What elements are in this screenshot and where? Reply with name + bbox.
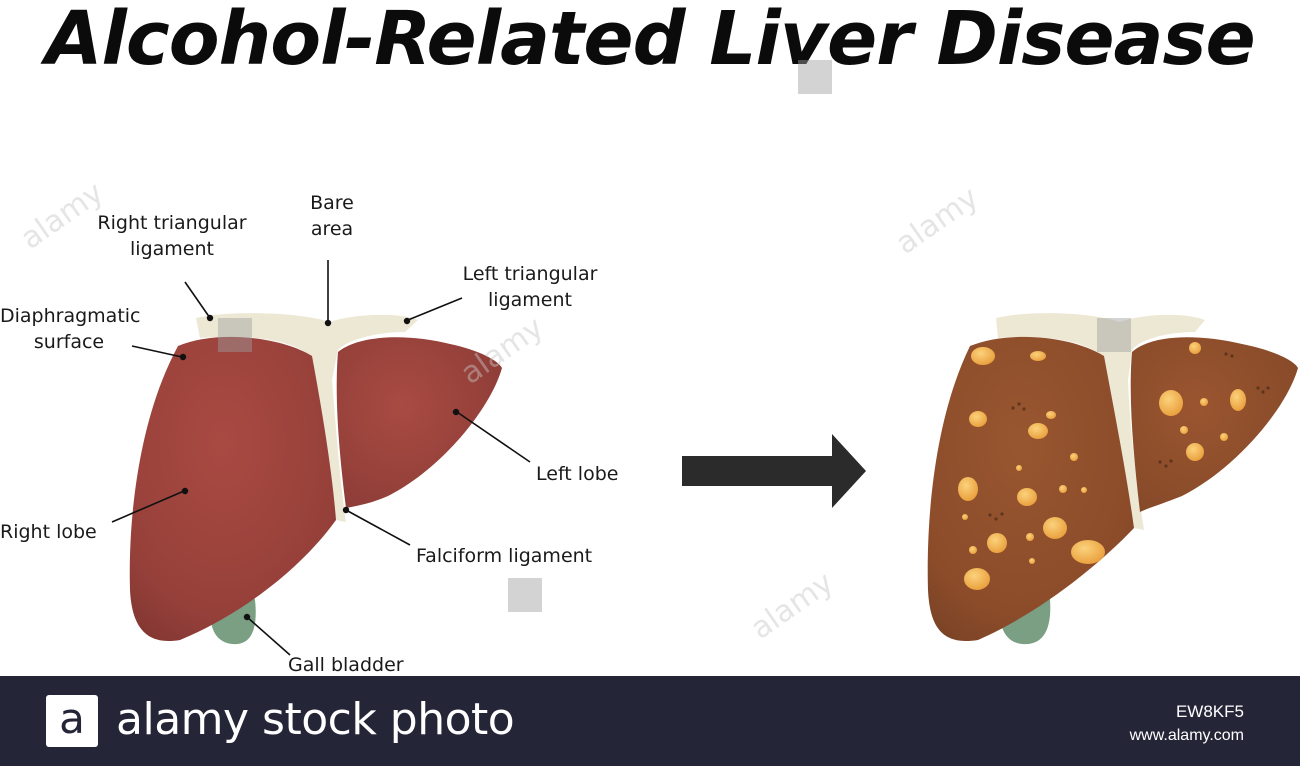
dot-right-lobe (181, 487, 189, 495)
fat-deposit (1200, 398, 1208, 406)
fat-deposit (958, 477, 978, 501)
image-code: EW8KF5 (1175, 702, 1244, 721)
alamy-logo-icon (46, 695, 98, 747)
speckle (1169, 459, 1173, 463)
speckle (988, 513, 992, 517)
leader-right-lobe (111, 490, 185, 523)
healthy-ligament (196, 313, 418, 522)
watermark-badge (798, 60, 832, 94)
dot-bare-area (324, 319, 332, 327)
speckle (1000, 512, 1004, 516)
leader-dots (179, 314, 460, 621)
fat-deposit (964, 568, 990, 590)
arrow-icon (682, 434, 866, 508)
fat-deposit (971, 347, 995, 365)
dot-falciform (342, 506, 350, 514)
fat-deposit (1059, 485, 1067, 493)
fat-deposit (1030, 351, 1046, 361)
label-right-triangular-ligament: Right triangular ligament (97, 212, 247, 260)
fat-deposit (1016, 465, 1022, 471)
fat-deposits (958, 342, 1246, 590)
fat-deposit (1070, 453, 1078, 461)
fat-deposit (1081, 487, 1087, 493)
speckle (1164, 464, 1168, 468)
label-diaphragmatic-surface: Diaphragmatic surface (0, 305, 141, 353)
fat-deposit (1230, 389, 1246, 411)
label-left-lobe: Left lobe (536, 463, 619, 485)
fat-deposit (1159, 390, 1183, 416)
speckle (1261, 390, 1265, 394)
fat-deposit (1186, 443, 1204, 461)
speckle (1256, 386, 1260, 390)
alamy-logo-letter: a (59, 694, 85, 743)
fatty-left-lobe (1130, 337, 1298, 512)
label-right-lobe: Right lobe (0, 521, 97, 543)
fat-deposit (987, 533, 1007, 553)
fat-deposit (1026, 533, 1034, 541)
label-falciform-ligament: Falciform ligament (416, 545, 593, 567)
liver-speckles (988, 352, 1270, 521)
fat-deposit (962, 514, 968, 520)
fat-deposit (1017, 488, 1037, 506)
fat-deposit (969, 546, 977, 554)
brand-text: alamy stock photo (116, 694, 515, 745)
fat-deposit (1029, 558, 1035, 564)
label-left-triangular-ligament: Left triangular ligament (462, 263, 598, 311)
dot-right-triangular (206, 314, 214, 322)
fatty-liver (927, 313, 1298, 645)
speckle (1266, 386, 1270, 390)
label-gall-bladder: Gall bladder (288, 654, 404, 676)
leader-diaphragmatic (131, 345, 183, 358)
leader-right-triangular (184, 281, 211, 319)
fat-deposit (1046, 411, 1056, 419)
fat-deposit (1028, 423, 1048, 439)
speckle (994, 517, 998, 521)
leader-left-triangular (407, 297, 463, 321)
fat-deposit (1220, 433, 1228, 441)
watermark-badge (508, 578, 542, 612)
dot-gall-bladder (243, 613, 251, 621)
watermark-badge (1097, 318, 1131, 352)
speckle (1022, 407, 1026, 411)
fat-deposit (1180, 426, 1188, 434)
speckle (1224, 352, 1228, 356)
label-bare-area: Bare area (310, 192, 354, 240)
leader-gall-bladder (246, 616, 291, 656)
watermark-text: alamy (745, 565, 841, 646)
fat-deposit (1043, 517, 1067, 539)
leader-left-lobe (456, 411, 531, 463)
speckle (1011, 406, 1015, 410)
leader-lines (111, 260, 531, 656)
footer-bar (0, 676, 1300, 766)
watermark-badge (218, 318, 252, 352)
watermark-text: alamy (890, 180, 986, 261)
healthy-right-lobe (129, 336, 336, 642)
speckle (1158, 460, 1162, 464)
fat-deposit (969, 411, 987, 427)
speckle (1230, 354, 1234, 358)
leader-falciform (345, 509, 411, 546)
fatty-ligament (996, 313, 1205, 530)
fat-deposit (1189, 342, 1201, 354)
speckle (1017, 402, 1021, 406)
healthy-left-lobe (336, 337, 502, 508)
fat-deposit (1071, 540, 1105, 564)
dot-left-triangular (403, 317, 411, 325)
dot-diaphragmatic (179, 353, 187, 361)
page-title: Alcohol-Related Liver Disease (45, 0, 1255, 82)
healthy-liver (129, 313, 502, 645)
site-url[interactable]: www.alamy.com (1129, 727, 1244, 744)
dot-left-lobe (452, 408, 460, 416)
